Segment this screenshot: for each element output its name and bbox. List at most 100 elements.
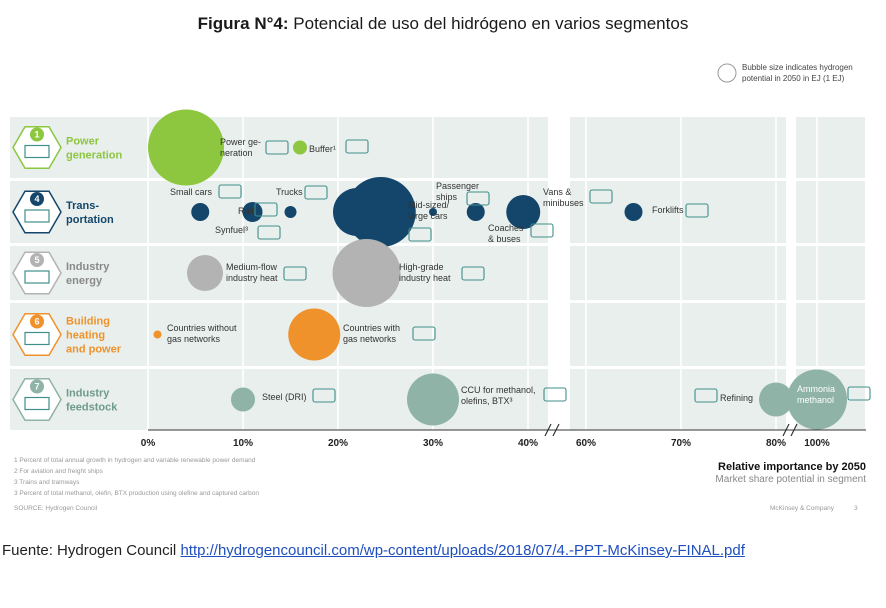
bubble-label: Ammonia	[797, 384, 835, 394]
bubble-label: minibuses	[543, 198, 584, 208]
figure-title: Figura N°4: Potencial de uso del hidróge…	[0, 14, 886, 34]
segment-number: 6	[34, 317, 39, 327]
x-tick-label: 10%	[233, 438, 253, 449]
x-axis: 0% 10% 20% 30% 40% 60% 70% 80% 100% Relative impo…	[141, 423, 866, 485]
bubble	[284, 206, 297, 218]
bubble-label: Mid-sized/	[408, 200, 450, 210]
bubble-label: gas networks	[167, 334, 221, 344]
axis-break-mark	[790, 423, 798, 437]
pictogram-icon	[685, 203, 709, 218]
pictogram-icon	[283, 266, 307, 281]
bubble-label: Buffer¹	[309, 144, 336, 154]
bubble-label: Steel (DRI)	[262, 392, 307, 402]
bubble-label: CCU for methanol,	[461, 385, 536, 395]
segment-illustration-icon	[24, 396, 50, 411]
bubble	[429, 208, 437, 216]
bubble	[231, 387, 255, 412]
segment-label: Industry	[66, 261, 110, 273]
gridlines	[147, 117, 818, 430]
bubble	[506, 195, 541, 229]
bubble	[332, 239, 401, 307]
bubble	[407, 373, 459, 426]
segment-label: Industry	[66, 388, 110, 400]
legend-line: potential in 2050 in EJ (1 EJ)	[742, 74, 845, 83]
segment-label: Trans-	[66, 200, 99, 212]
bubble-label: large cars	[408, 211, 448, 221]
legend-line: Bubble size indicates hydrogen	[742, 63, 853, 72]
pictogram-icon	[345, 139, 369, 154]
x-tick-label: 70%	[671, 438, 691, 449]
segment-number-badge	[30, 127, 44, 142]
source-link[interactable]: http://hydrogencouncil.com/wp-content/up…	[180, 542, 745, 559]
x-axis-subtitle: Market share potential in segment	[715, 474, 866, 485]
segment-label: feedstock	[66, 402, 118, 414]
pictogram-icon	[408, 227, 432, 242]
bubble-label: methanol	[797, 395, 834, 405]
figure-title-number: Figura N°4:	[197, 14, 289, 33]
page-number: 3	[854, 505, 858, 512]
bubble	[293, 140, 307, 155]
pictogram-icon	[218, 184, 242, 199]
pictogram-icon	[589, 189, 613, 204]
x-tick-label: 0%	[141, 438, 156, 449]
segment-number: 5	[34, 255, 39, 265]
legend-size-circle	[717, 63, 737, 83]
bubble-label: Synfuel³	[215, 225, 248, 235]
segment-label: portation	[66, 214, 114, 226]
bubble	[191, 203, 210, 221]
axis-break-gap	[786, 117, 796, 430]
segment-band	[10, 303, 865, 366]
bubble-label: gas networks	[343, 334, 397, 344]
pictogram-icon	[466, 191, 490, 206]
bubble	[187, 255, 223, 291]
pictogram-icon	[257, 225, 281, 240]
segment-labels: 1 Power generation 4 Trans-portation 5 Industr…	[12, 125, 123, 422]
pictogram-icon	[304, 185, 328, 200]
brand-label: McKinsey & Company	[770, 505, 835, 512]
segment-band	[10, 246, 865, 300]
segment-label: generation	[66, 150, 123, 162]
pictogram-icon	[543, 387, 567, 402]
axis-break-gap	[548, 117, 570, 430]
source-label: Fuente: Hydrogen Council	[2, 542, 177, 559]
pictogram-icon	[265, 140, 289, 155]
bubble	[242, 202, 263, 222]
bubble-label: Trucks	[276, 187, 303, 197]
segment-label: and power	[66, 344, 122, 356]
axis-break-mark	[544, 423, 552, 437]
bubble	[787, 369, 847, 430]
x-tick-label: 80%	[766, 438, 786, 449]
segment-number-badge	[30, 314, 44, 329]
figure-title-text: Potencial de uso del hidrógeno en varios…	[293, 14, 689, 33]
x-tick-label: 60%	[576, 438, 596, 449]
bubble	[624, 203, 643, 221]
axis-break-mark	[552, 423, 560, 437]
bubble-label: Forklifts	[652, 205, 684, 215]
bubble-label: Countries with	[343, 323, 400, 333]
bubble-label: industry heat	[399, 273, 451, 283]
bubble-label: Countries without	[167, 323, 237, 333]
bubble-label: Small cars	[170, 187, 213, 197]
axis-break-mark	[782, 423, 790, 437]
segment-number-badge	[30, 379, 44, 394]
bubble-label: High-grade	[399, 262, 444, 272]
bubble	[759, 382, 793, 417]
bubble-label: Rail²	[238, 206, 257, 216]
bubble-label: Vans &	[543, 187, 571, 197]
segment-band	[10, 181, 865, 243]
source-citation: Fuente: Hydrogen Council http://hydrogen…	[2, 540, 882, 562]
segment-number-badge	[30, 192, 44, 206]
footnote: 1 Percent of total annual growth in hydr…	[14, 457, 256, 464]
bubble	[153, 330, 162, 339]
pictogram-icon	[530, 223, 554, 238]
size-legend: Bubble size indicates hydrogen potential …	[717, 63, 853, 83]
bubble-label: industry heat	[226, 273, 278, 283]
segment-illustration-icon	[24, 270, 50, 284]
bubble-label: ships	[436, 192, 458, 202]
bubble	[466, 203, 485, 221]
x-tick-label: 100%	[804, 438, 830, 449]
pictogram-icon	[412, 326, 436, 341]
footnote: 3 Trains and tramways	[14, 479, 80, 486]
segment-label: Power	[66, 136, 100, 148]
segment-illustration-icon	[24, 331, 50, 346]
